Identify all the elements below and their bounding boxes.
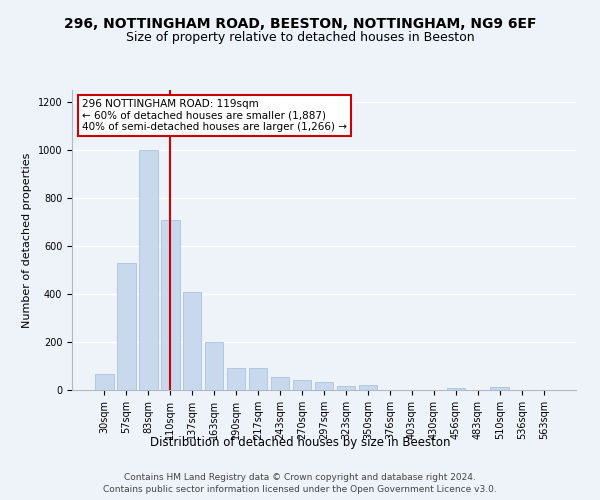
Y-axis label: Number of detached properties: Number of detached properties bbox=[22, 152, 32, 328]
Bar bbox=[293, 380, 311, 390]
Bar bbox=[227, 368, 245, 390]
Bar bbox=[139, 150, 158, 390]
Bar bbox=[249, 368, 268, 390]
Bar bbox=[117, 263, 136, 390]
Text: Contains public sector information licensed under the Open Government Licence v3: Contains public sector information licen… bbox=[103, 484, 497, 494]
Bar bbox=[205, 342, 223, 390]
Text: Distribution of detached houses by size in Beeston: Distribution of detached houses by size … bbox=[150, 436, 450, 449]
Bar bbox=[161, 220, 179, 390]
Bar bbox=[359, 385, 377, 390]
Text: Contains HM Land Registry data © Crown copyright and database right 2024.: Contains HM Land Registry data © Crown c… bbox=[124, 473, 476, 482]
Bar bbox=[446, 388, 465, 390]
Text: Size of property relative to detached houses in Beeston: Size of property relative to detached ho… bbox=[125, 31, 475, 44]
Bar bbox=[337, 386, 355, 390]
Bar bbox=[314, 382, 334, 390]
Bar bbox=[271, 377, 289, 390]
Bar bbox=[95, 374, 113, 390]
Bar bbox=[490, 387, 509, 390]
Text: 296, NOTTINGHAM ROAD, BEESTON, NOTTINGHAM, NG9 6EF: 296, NOTTINGHAM ROAD, BEESTON, NOTTINGHA… bbox=[64, 18, 536, 32]
Bar bbox=[183, 292, 202, 390]
Text: 296 NOTTINGHAM ROAD: 119sqm
← 60% of detached houses are smaller (1,887)
40% of : 296 NOTTINGHAM ROAD: 119sqm ← 60% of det… bbox=[82, 99, 347, 132]
